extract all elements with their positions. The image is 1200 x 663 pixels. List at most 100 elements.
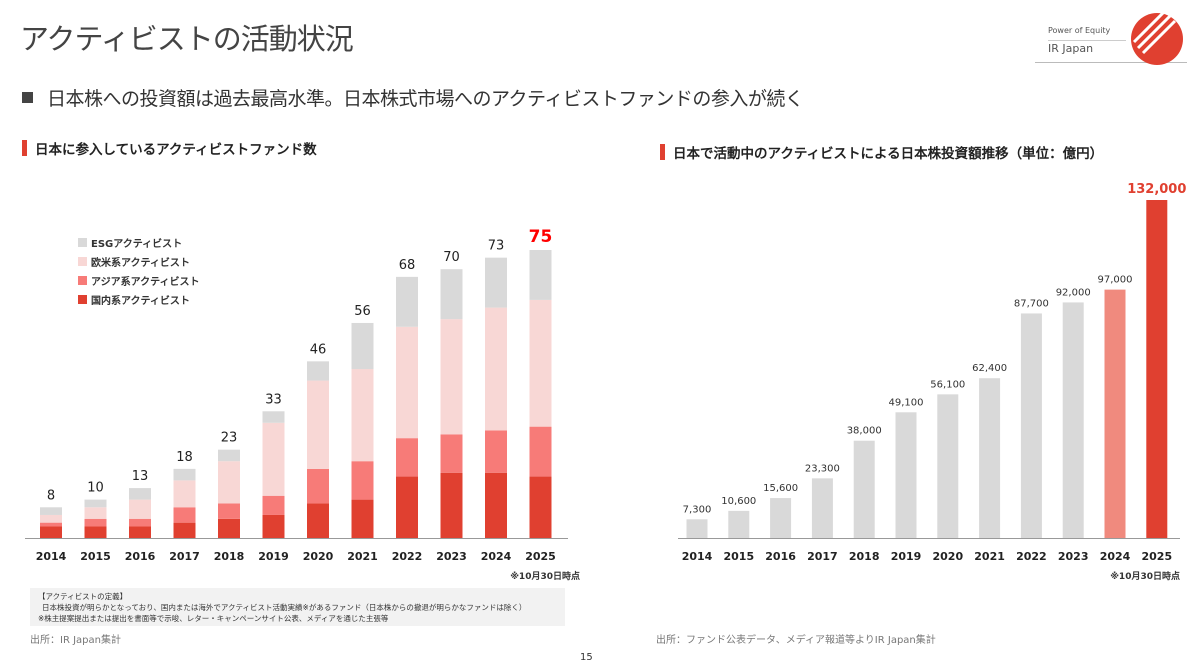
- bar: [811, 478, 833, 538]
- bar-segment: [84, 526, 107, 538]
- total-label: 33: [265, 392, 282, 407]
- total-label: 18: [176, 450, 193, 465]
- bar-segment: [307, 380, 329, 469]
- definition-box: 【アクティビストの定義】 日本株投資が明らかとなっており、国内または海外でアクテ…: [30, 588, 565, 626]
- x-tick-label: 2016: [125, 550, 156, 563]
- subtitle: 日本株への投資額は過去最高水準。日本株式市場へのアクティビストファンドの参入が続…: [22, 84, 804, 111]
- legend-swatch: [78, 276, 87, 285]
- bar-segment: [440, 434, 463, 473]
- bar: [895, 412, 917, 538]
- x-tick-label: 2020: [932, 550, 963, 563]
- x-tick-label: 2015: [80, 550, 111, 563]
- x-tick-label: 2018: [849, 550, 880, 563]
- legend-label: ESGアクティビスト: [91, 237, 182, 250]
- bar-segment: [396, 476, 418, 538]
- bar-segment: [485, 307, 507, 431]
- x-tick-label: 2017: [169, 550, 200, 563]
- bar-segment: [485, 430, 507, 473]
- bar-segment: [351, 322, 374, 370]
- bar-segment: [396, 326, 418, 439]
- bar-segment: [262, 422, 285, 496]
- bar: [1146, 200, 1168, 538]
- bar-segment: [40, 526, 62, 538]
- right-chart-heading: 日本で活動中のアクティビストによる日本株投資額推移（単位：億円）: [660, 142, 1103, 162]
- x-tick-label: 2024: [481, 550, 512, 563]
- bar-segment: [218, 461, 240, 504]
- bar-segment: [529, 476, 552, 538]
- legend-swatch: [78, 257, 87, 266]
- total-label: 23: [221, 431, 238, 446]
- right-chart-title: 日本で活動中のアクティビストによる日本株投資額推移（単位：億円）: [673, 146, 1104, 162]
- bar-segment: [129, 526, 151, 538]
- bar-segment: [351, 369, 374, 462]
- x-tick-label: 2014: [682, 550, 713, 563]
- x-tick-label: 2014: [36, 550, 67, 563]
- total-label: 13: [132, 469, 149, 484]
- bar: [979, 378, 1001, 538]
- heading-marker: [660, 144, 665, 160]
- bar-segment: [307, 361, 329, 381]
- x-tick-label: 2020: [303, 550, 334, 563]
- bar-segment: [262, 514, 285, 538]
- bar-segment: [351, 499, 374, 538]
- bar-segment: [262, 495, 285, 515]
- total-label: 46: [310, 342, 327, 357]
- bar-segment: [40, 522, 62, 527]
- value-label: 92,000: [1056, 287, 1091, 298]
- bar-segment: [173, 507, 196, 523]
- value-label: 7,300: [683, 504, 712, 515]
- total-label: 10: [87, 481, 104, 496]
- bar-segment: [129, 488, 151, 500]
- x-tick-label: 2025: [1141, 550, 1172, 563]
- x-tick-label: 2024: [1100, 550, 1131, 563]
- fund-count-chart: 8 2014 10 2015 13 2016 18 2017 23 2018 33 2019 46 202…: [25, 227, 580, 582]
- legend-swatch: [78, 295, 87, 304]
- x-tick-label: 2019: [891, 550, 922, 563]
- bar: [686, 519, 708, 538]
- total-label: 73: [488, 239, 505, 254]
- bar-segment: [529, 250, 552, 300]
- bar: [770, 498, 792, 538]
- value-label: 15,600: [763, 483, 798, 494]
- bar-segment: [396, 438, 418, 477]
- bar: [937, 394, 959, 538]
- x-tick-label: 2017: [807, 550, 838, 563]
- left-chart-heading: 日本に参入しているアクティビストファンド数: [22, 138, 317, 158]
- bar-segment: [129, 518, 151, 527]
- value-label: 97,000: [1098, 275, 1133, 286]
- bar-segment: [485, 257, 507, 308]
- bar-segment: [84, 518, 107, 527]
- x-tick-label: 2018: [214, 550, 245, 563]
- definition-footnote: ※株主提案提出または提出を書面等で示唆、レター・キャンペーンサイト公表、メディア…: [38, 614, 389, 623]
- source-left: 出所：IR Japan集計: [30, 635, 121, 646]
- logo-name: IR Japan: [1048, 40, 1126, 55]
- x-tick-label: 2025: [525, 550, 556, 563]
- bar-segment: [84, 507, 107, 519]
- bar-segment: [218, 518, 240, 538]
- value-label: 49,100: [889, 397, 924, 408]
- bar-segment: [351, 461, 374, 500]
- bar-segment: [129, 499, 151, 519]
- bar-segment: [173, 468, 196, 481]
- bar-segment: [307, 503, 329, 538]
- value-label: 23,300: [805, 463, 840, 474]
- x-tick-label: 2016: [765, 550, 796, 563]
- x-tick-label: 2019: [258, 550, 289, 563]
- definition-line: 日本株投資が明らかとなっており、国内または海外でアクティビスト活動実績※があるフ…: [42, 603, 527, 612]
- legend-swatch: [78, 238, 87, 247]
- total-label: 70: [443, 250, 460, 265]
- total-label: 8: [47, 488, 55, 503]
- x-tick-label: 2015: [723, 550, 754, 563]
- x-tick-label: 2021: [974, 550, 1005, 563]
- bar-segment: [84, 499, 107, 508]
- investment-amount-chart: 7,300 2014 10,600 2015 15,600 2016 23,300 2017 3…: [678, 182, 1186, 582]
- header-divider: [1035, 62, 1187, 63]
- bar-segment: [529, 426, 552, 477]
- total-label: 56: [354, 304, 371, 319]
- bar: [853, 440, 875, 538]
- bar-segment: [307, 468, 329, 504]
- value-label: 62,400: [972, 363, 1007, 374]
- logo-tagline: Power of Equity: [1048, 26, 1111, 35]
- value-label: 87,700: [1014, 298, 1049, 309]
- legend-label: 国内系アクティビスト: [91, 294, 190, 307]
